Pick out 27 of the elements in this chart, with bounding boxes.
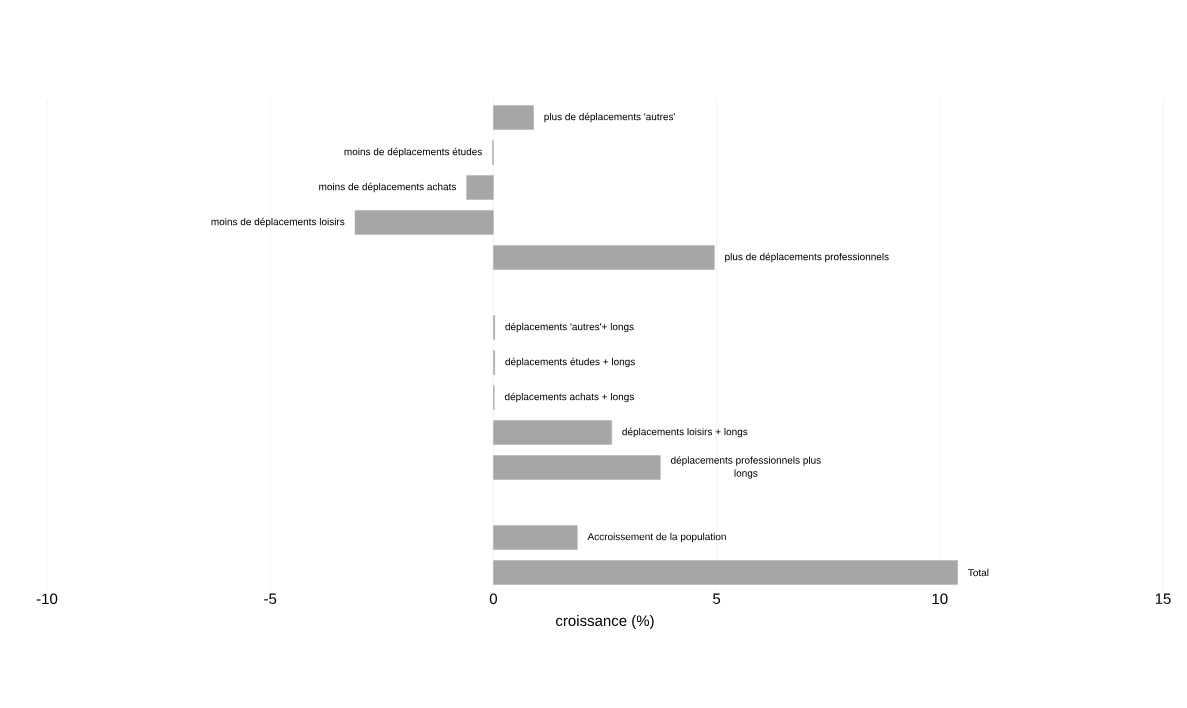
x-tick-label: 15 (1155, 593, 1171, 604)
x-axis-title: croissance (%) (556, 615, 654, 629)
y-tick-label: Total (968, 568, 989, 577)
y-tick-label: moins de déplacements achats (319, 182, 457, 193)
y-tick-label: déplacements professionnels plus longs (670, 456, 821, 479)
x-tick-label: -10 (36, 593, 58, 605)
x-tick-label: 0 (489, 593, 497, 605)
bar (354, 210, 494, 235)
bar (493, 560, 958, 585)
y-tick-label: Accroissement de la population (587, 532, 726, 543)
y-tick-label: déplacements achats + longs (504, 392, 634, 403)
y-tick-label: déplacements 'autres'+ longs (505, 322, 634, 333)
bar (493, 245, 715, 270)
bar (493, 105, 534, 130)
bar (493, 420, 612, 445)
y-tick-label: moins de déplacements études (344, 147, 482, 158)
x-tick-label: 5 (713, 593, 721, 604)
bar (493, 525, 578, 550)
y-tick-label: plus de déplacements 'autres' (544, 112, 675, 123)
y-tick-label: plus de déplacements professionnels (725, 252, 889, 263)
bar (493, 455, 661, 480)
y-tick-label: moins de déplacements loisirs (211, 217, 345, 228)
y-tick-label: déplacements études + longs (505, 357, 635, 368)
x-tick-label: -5 (264, 593, 277, 604)
x-tick-label: 10 (932, 593, 948, 605)
y-tick-label: déplacements loisirs + longs (622, 427, 748, 438)
bar (466, 175, 494, 200)
